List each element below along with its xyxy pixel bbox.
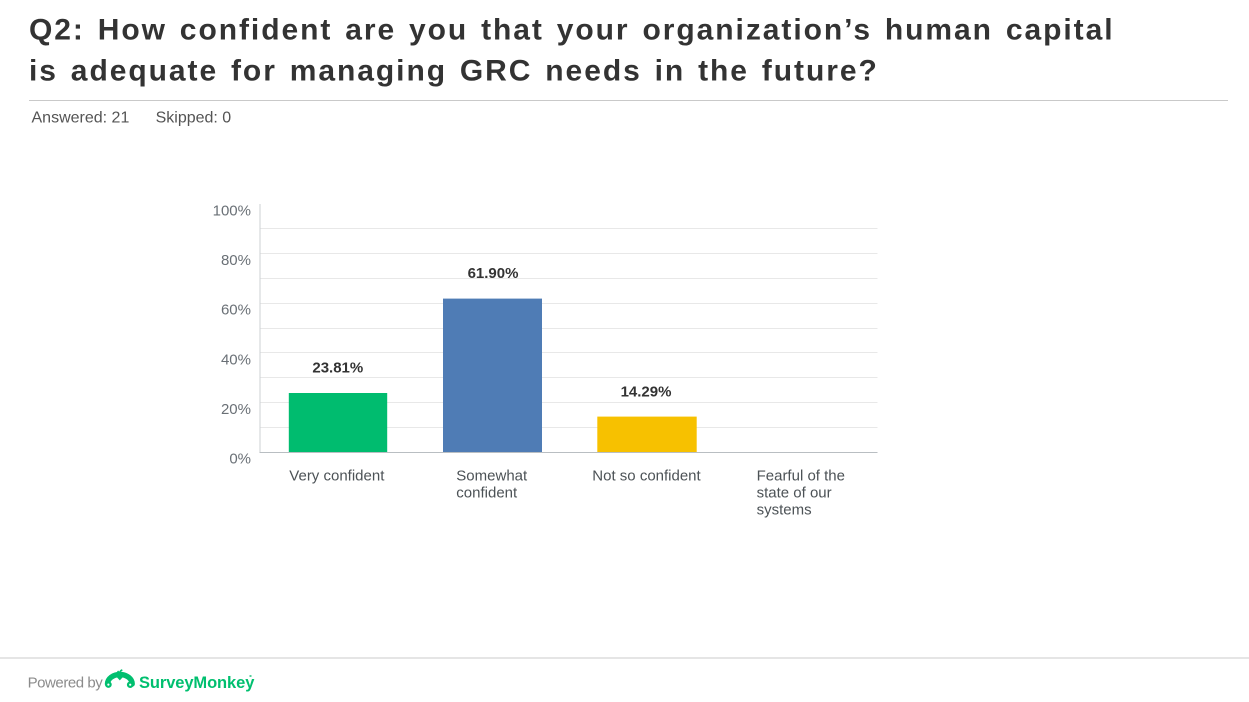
svg-text:61.90%: 61.90% [468,265,519,282]
svg-text:Not so confident: Not so confident [592,468,701,485]
svg-text:state of our: state of our [757,485,832,502]
svg-text:20%: 20% [221,401,251,418]
svg-text:Skipped: 0: Skipped: 0 [156,109,232,126]
svg-text:systems: systems [757,501,812,518]
svg-text:confident: confident [456,485,518,502]
svg-text:Somewhat: Somewhat [456,468,528,485]
svg-text:Very confident: Very confident [289,468,385,485]
svg-text:14.29%: 14.29% [621,383,672,400]
svg-text:Fearful of the: Fearful of the [757,468,845,485]
svg-text:Q2: How confident are you that: Q2: How confident are you that your orga… [29,13,1115,46]
svg-text:23.81%: 23.81% [312,359,363,376]
svg-text:SurveyMonkey: SurveyMonkey [139,674,255,692]
svg-text:80%: 80% [221,252,251,269]
svg-text:100%: 100% [213,203,251,220]
svg-text:Powered by: Powered by [28,675,104,692]
svg-text:60%: 60% [221,302,251,319]
svg-text:0%: 0% [229,451,251,468]
svg-text:is adequate for managing GRC n: is adequate for managing GRC needs in th… [29,55,879,88]
svg-text:Answered: 21: Answered: 21 [32,109,130,126]
svg-text:40%: 40% [221,351,251,368]
